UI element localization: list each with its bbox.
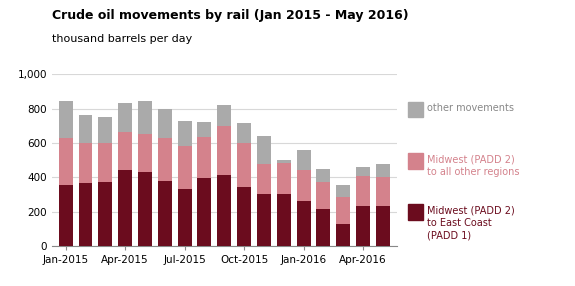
Bar	[277, 194, 291, 246]
Bar	[277, 163, 291, 194]
Bar	[336, 224, 350, 246]
Bar	[197, 122, 212, 137]
Bar	[257, 136, 271, 164]
Bar	[79, 115, 93, 143]
Bar	[79, 143, 93, 183]
Bar	[376, 164, 390, 177]
Bar	[138, 134, 152, 172]
Bar	[217, 175, 231, 246]
Bar	[98, 182, 112, 246]
Bar	[277, 160, 291, 163]
Bar	[118, 170, 132, 246]
Bar	[237, 187, 251, 246]
Bar	[118, 132, 132, 170]
Bar	[158, 181, 172, 246]
Bar	[376, 206, 390, 246]
Bar	[178, 189, 191, 246]
Bar	[59, 101, 72, 138]
Bar	[138, 172, 152, 246]
Bar	[178, 146, 191, 189]
Bar	[356, 176, 370, 206]
Bar	[158, 138, 172, 181]
Bar	[336, 185, 350, 197]
Bar	[316, 169, 330, 182]
Bar	[316, 182, 330, 209]
Bar	[138, 101, 152, 134]
Bar	[59, 185, 72, 246]
Bar	[197, 178, 212, 246]
Bar	[98, 143, 112, 182]
Bar	[336, 197, 350, 224]
Bar	[356, 206, 370, 246]
Bar	[356, 167, 370, 176]
Bar	[297, 150, 310, 170]
Bar	[257, 194, 271, 246]
Bar	[158, 109, 172, 138]
Bar	[59, 138, 72, 185]
Text: Midwest (PADD 2)
to all other regions: Midwest (PADD 2) to all other regions	[427, 154, 520, 177]
Text: Crude oil movements by rail (Jan 2015 - May 2016): Crude oil movements by rail (Jan 2015 - …	[52, 9, 408, 21]
Bar	[217, 126, 231, 175]
Bar	[297, 170, 310, 201]
Bar	[376, 177, 390, 206]
Bar	[257, 164, 271, 194]
Bar	[316, 209, 330, 246]
Bar	[178, 121, 191, 146]
Text: other movements: other movements	[427, 103, 514, 113]
Text: thousand barrels per day: thousand barrels per day	[52, 34, 192, 44]
Bar	[237, 143, 251, 187]
Text: Midwest (PADD 2)
to East Coast
(PADD 1): Midwest (PADD 2) to East Coast (PADD 1)	[427, 206, 515, 241]
Bar	[98, 117, 112, 143]
Bar	[217, 105, 231, 126]
Bar	[237, 123, 251, 143]
Bar	[297, 201, 310, 246]
Bar	[197, 137, 212, 178]
Bar	[79, 183, 93, 246]
Bar	[118, 103, 132, 132]
